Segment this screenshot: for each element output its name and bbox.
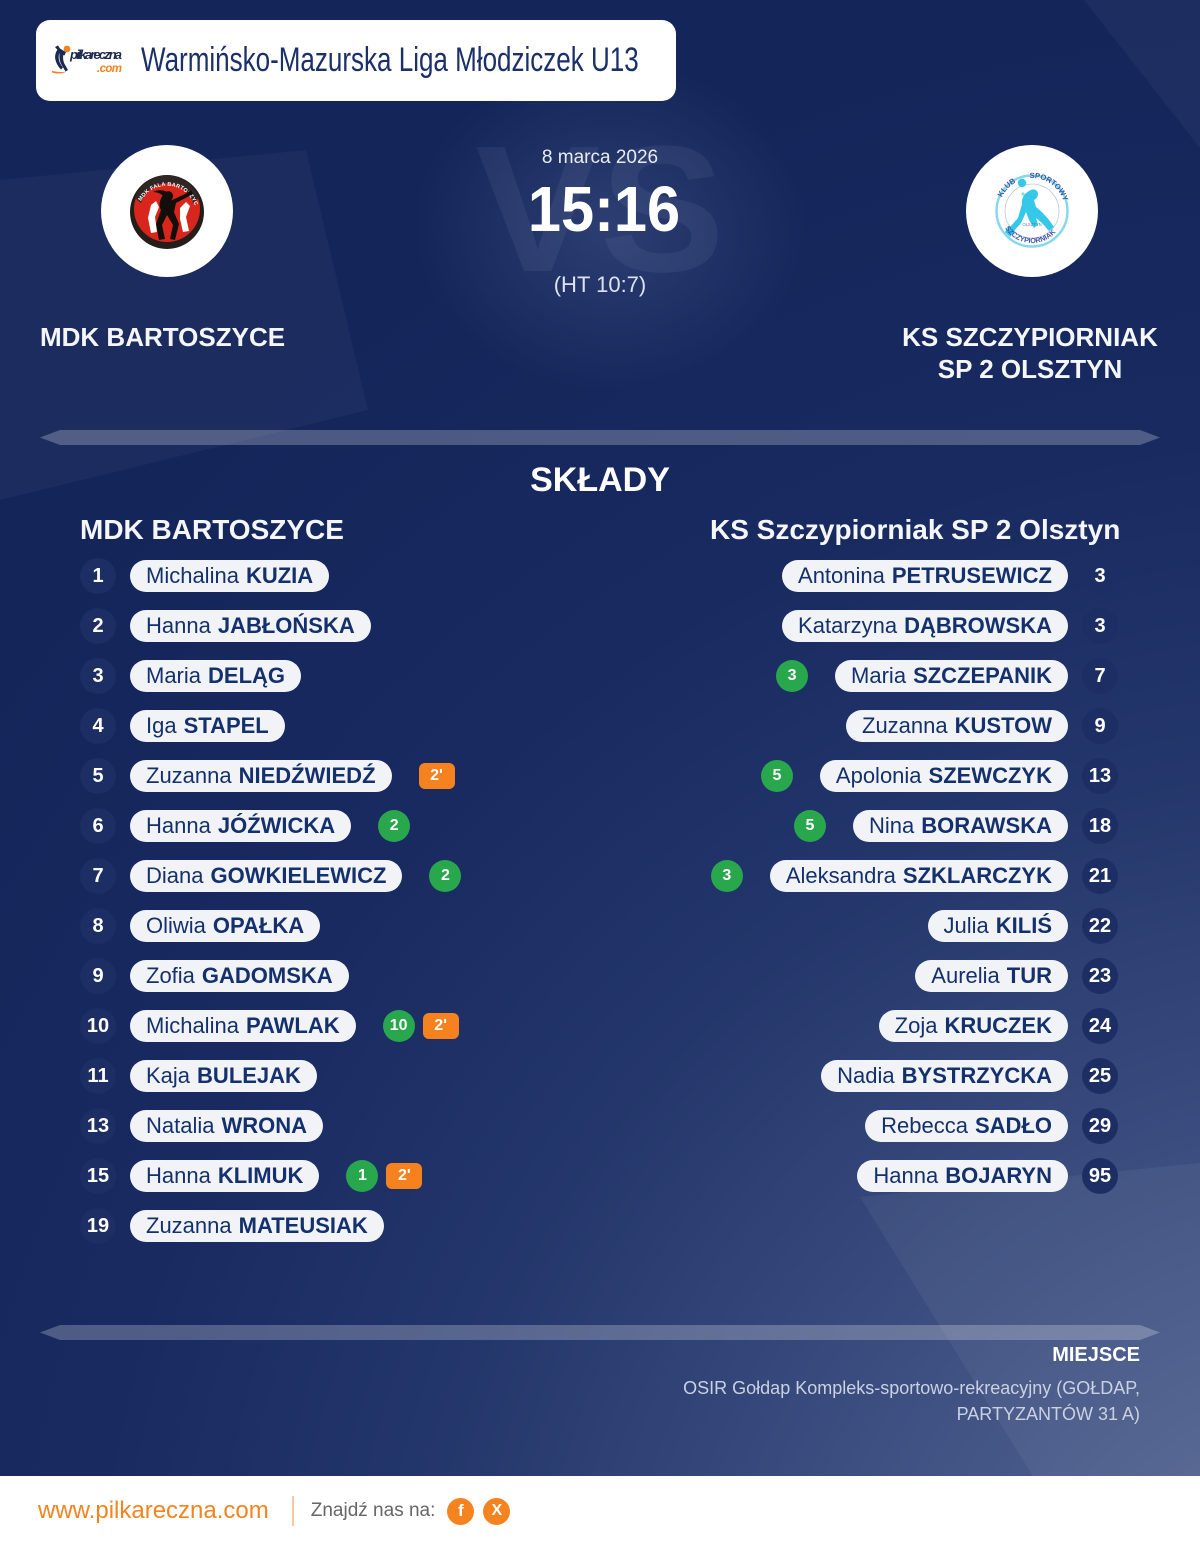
svg-text:.com: .com bbox=[97, 63, 122, 75]
svg-text:OLSZTYN: OLSZTYN bbox=[1022, 222, 1041, 227]
svg-text:piłkareczna: piłkareczna bbox=[69, 47, 122, 62]
